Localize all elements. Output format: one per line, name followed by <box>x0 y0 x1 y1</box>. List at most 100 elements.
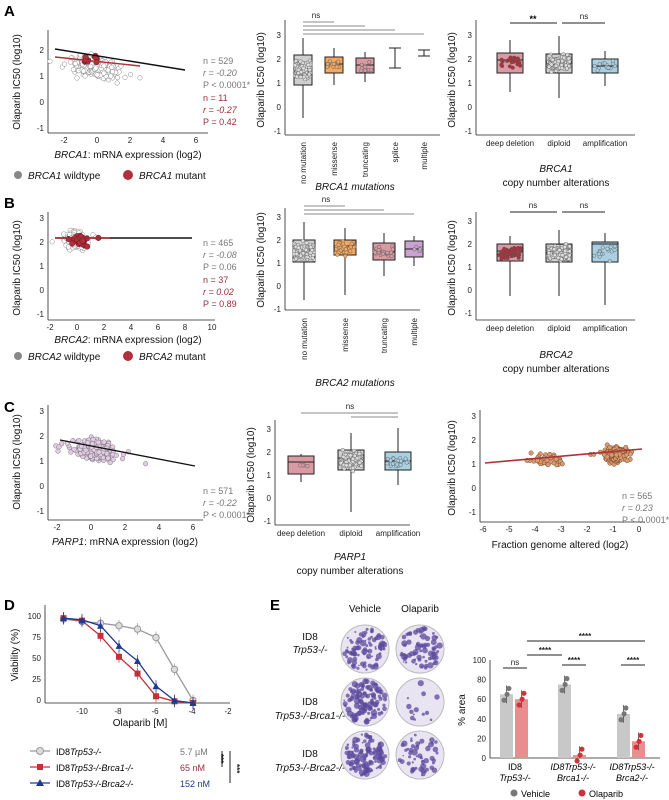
scatter-point <box>143 461 149 467</box>
dose-curve-0 <box>63 618 194 701</box>
colony <box>362 678 369 685</box>
box-point <box>348 453 353 458</box>
am-box-points <box>293 58 374 82</box>
bc-sig1: ns <box>529 201 537 210</box>
am-title: BRCA1 mutations <box>315 182 394 193</box>
colony <box>352 648 357 652</box>
dose-point <box>97 632 104 639</box>
box-point <box>512 245 517 250</box>
e-bar-point <box>516 702 522 708</box>
bm-box-missense <box>333 228 357 295</box>
box-point <box>344 460 349 465</box>
colony <box>434 694 440 700</box>
colony <box>411 761 414 764</box>
e-ylabel: % area <box>457 694 468 726</box>
box-point <box>343 253 348 258</box>
colony <box>366 656 369 659</box>
dose-point <box>170 665 179 674</box>
e-bar-point <box>633 744 639 750</box>
e-row0-line2: Trp53-/- <box>293 645 328 656</box>
box-point <box>404 460 409 465</box>
cs-xtick-3: 4 <box>157 523 162 532</box>
cc-title2: copy number alterations <box>297 566 404 577</box>
d-xtick-3: -4 <box>188 707 196 716</box>
box-point <box>336 59 341 64</box>
bs-ylabel: Olaparib IC50 (log10) <box>12 220 23 316</box>
d-legend-0: ID8Trp53-/- <box>56 747 101 757</box>
box-point <box>547 251 552 256</box>
bm-ytick-0: 3 <box>277 213 282 222</box>
cs-ytick-3: 0 <box>40 482 45 491</box>
e-ytick-1: 80 <box>477 676 486 685</box>
e-bar-point <box>521 690 527 696</box>
box-point <box>306 62 311 67</box>
scatter-point <box>114 80 120 86</box>
a-stat-mut-p: P = 0.42 <box>203 117 237 127</box>
panel-b-scatter: 3 2 1 0 -1 -2 0 2 4 6 8 10 Olaparib IC50… <box>12 212 237 363</box>
colony <box>405 632 409 637</box>
panel-b-cna-plot: 3 2 1 0 -1 Olaparib IC50 (log10) ns ns d… <box>447 201 635 375</box>
box-point <box>564 254 569 259</box>
colony <box>371 698 374 701</box>
cc-ytick-1: 2 <box>267 448 272 457</box>
colony <box>432 632 435 635</box>
colony <box>353 747 360 753</box>
colony <box>370 693 377 699</box>
colony <box>359 699 364 705</box>
scatter-point <box>109 64 115 70</box>
colony <box>415 628 421 633</box>
box-point <box>500 249 505 254</box>
colony <box>427 662 434 669</box>
a-xtick-4: 6 <box>194 136 199 145</box>
bs-xtick-5: 8 <box>183 323 188 332</box>
b-legend-wt-marker <box>14 352 22 360</box>
colony <box>362 708 367 714</box>
colony <box>353 702 360 709</box>
colony <box>402 754 405 757</box>
ac-ytick-2: 1 <box>468 79 473 88</box>
colony <box>381 692 388 699</box>
box-point <box>508 55 513 60</box>
bc-box-amp <box>591 233 619 305</box>
colony <box>419 756 423 760</box>
ac-ytick-3: 0 <box>468 103 473 112</box>
colony <box>416 744 419 748</box>
box-point <box>556 255 561 260</box>
e-col-vehicle: Vehicle <box>349 604 382 615</box>
c-fit-line <box>59 439 196 467</box>
box-point <box>359 463 364 468</box>
scatter-point <box>47 58 53 64</box>
cc-box-points <box>298 448 411 474</box>
cs-ytick-4: -1 <box>37 507 45 516</box>
a-legend-mut: BRCA1 mutant <box>139 171 206 182</box>
a-ytick-0: 2 <box>40 46 45 55</box>
cs-xtick-1: 0 <box>89 523 94 532</box>
colony <box>363 630 368 635</box>
box-point <box>592 63 597 68</box>
colony <box>433 659 439 666</box>
colony <box>350 690 354 694</box>
am-ytick-0: 3 <box>277 31 282 40</box>
e-sig-0: **** <box>539 646 552 655</box>
box-point <box>363 64 368 69</box>
bm-cat-0: no mutation <box>300 318 309 360</box>
scatter-point <box>61 231 67 237</box>
cs-xlabel: PARP1: mRNA expression (log2) <box>52 537 198 548</box>
scatter-point <box>76 437 82 444</box>
bs-ytick-2: 1 <box>40 262 45 271</box>
e-bar-1-0 <box>515 699 528 758</box>
colony <box>367 648 373 654</box>
e-bar-point <box>519 696 525 702</box>
scatter-point <box>110 69 116 75</box>
box-point <box>556 59 561 64</box>
colony <box>347 660 351 665</box>
e-sig-3: **** <box>627 656 640 665</box>
dose-point <box>78 616 86 623</box>
e-bar-0-2 <box>617 713 630 758</box>
e-wells-grid <box>340 624 445 780</box>
box-point <box>367 60 372 65</box>
box-point <box>549 69 554 74</box>
c-stat-r: r = -0.22 <box>203 498 237 508</box>
am-cat-2: truncating <box>361 142 370 177</box>
cf-xtick-2: -4 <box>531 525 539 534</box>
